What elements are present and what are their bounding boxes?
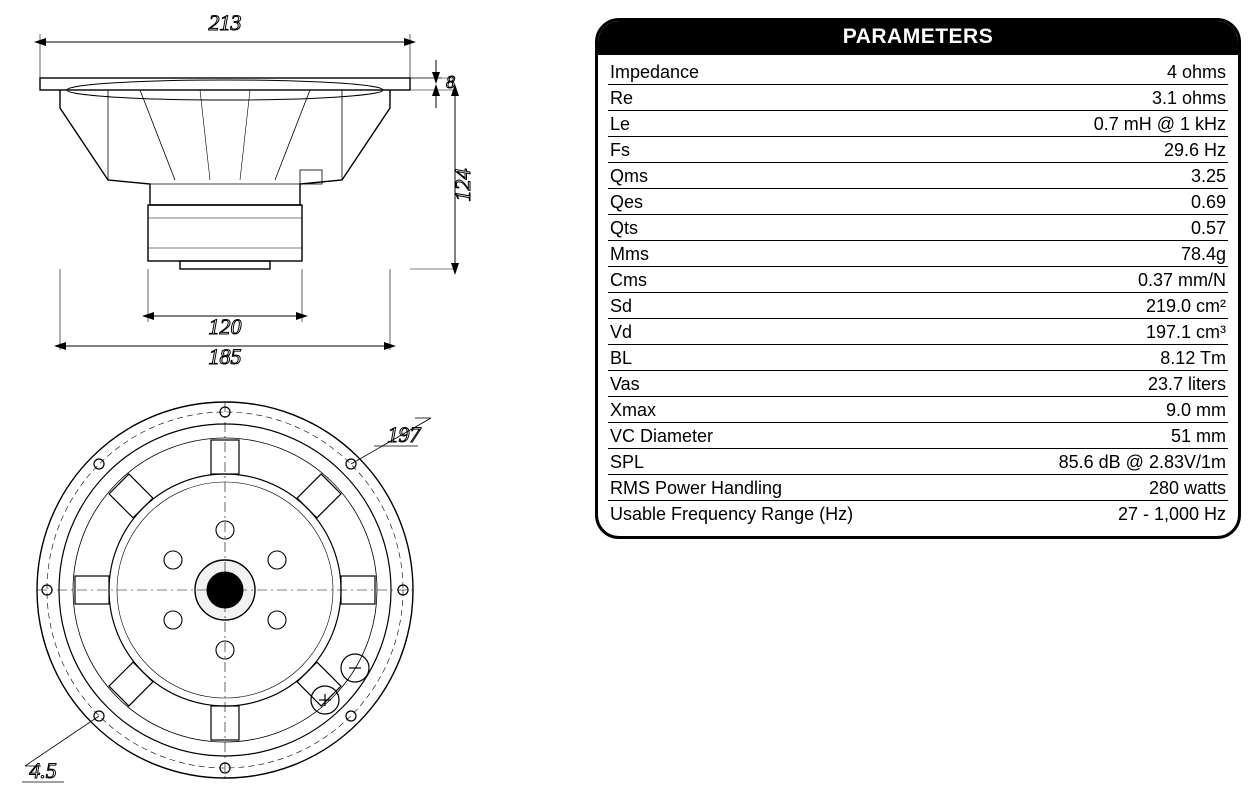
parameter-label: Vas	[610, 374, 640, 395]
parameter-value: 3.1 ohms	[1152, 88, 1226, 109]
parameter-label: RMS Power Handling	[610, 478, 782, 499]
parameter-label: Sd	[610, 296, 632, 317]
parameter-label: Xmax	[610, 400, 656, 421]
parameter-value: 23.7 liters	[1148, 374, 1226, 395]
parameters-body: Impedance 4 ohms Re 3.1 ohms Le 0.7 mH @ 1 kH…	[598, 55, 1238, 536]
back-view: 197 4.5	[22, 402, 431, 783]
parameters-title: PARAMETERS	[598, 21, 1238, 55]
side-view: 213 8 124 120 185	[40, 10, 475, 369]
parameter-row: Usable Frequency Range (Hz) 27 - 1,000 Hz	[608, 501, 1228, 526]
parameter-value: 4 ohms	[1167, 62, 1226, 83]
parameter-value: 85.6 dB @ 2.83V/1m	[1059, 452, 1226, 473]
parameter-value: 0.37 mm/N	[1138, 270, 1226, 291]
parameter-value: 197.1 cm³	[1146, 322, 1226, 343]
parameter-row: Fs 29.6 Hz	[608, 137, 1228, 163]
parameter-value: 3.25	[1191, 166, 1226, 187]
dim-hole-diameter: 4.5	[29, 758, 57, 783]
dim-overall-height: 124	[450, 169, 475, 202]
parameter-row: Impedance 4 ohms	[608, 59, 1228, 85]
parameter-label: Fs	[610, 140, 630, 161]
dim-cutout-width: 185	[209, 344, 242, 369]
parameter-value: 0.7 mH @ 1 kHz	[1094, 114, 1226, 135]
parameter-row: Mms 78.4g	[608, 241, 1228, 267]
parameter-row: Cms 0.37 mm/N	[608, 267, 1228, 293]
parameter-label: Qms	[610, 166, 648, 187]
dim-flange-thickness: 8	[446, 72, 455, 92]
parameter-value: 9.0 mm	[1166, 400, 1226, 421]
parameter-row: Xmax 9.0 mm	[608, 397, 1228, 423]
parameter-value: 8.12 Tm	[1160, 348, 1226, 369]
parameter-label: Le	[610, 114, 630, 135]
parameter-value: 51 mm	[1171, 426, 1226, 447]
parameter-row: Vd 197.1 cm³	[608, 319, 1228, 345]
dim-bolt-circle: 197	[388, 422, 422, 447]
parameter-value: 280 watts	[1149, 478, 1226, 499]
parameter-value: 27 - 1,000 Hz	[1118, 504, 1226, 525]
parameter-row: Qms 3.25	[608, 163, 1228, 189]
parameter-label: Mms	[610, 244, 649, 265]
parameter-row: RMS Power Handling 280 watts	[608, 475, 1228, 501]
parameter-row: Sd 219.0 cm²	[608, 293, 1228, 319]
parameter-label: Usable Frequency Range (Hz)	[610, 504, 853, 525]
parameter-label: Cms	[610, 270, 647, 291]
datasheet-page: 213 8 124 120 185	[0, 0, 1248, 799]
parameter-row: BL 8.12 Tm	[608, 345, 1228, 371]
parameter-row: Vas 23.7 liters	[608, 371, 1228, 397]
parameter-value: 78.4g	[1181, 244, 1226, 265]
parameter-label: Qts	[610, 218, 638, 239]
dim-magnet-width: 120	[209, 314, 242, 339]
parameter-label: SPL	[610, 452, 644, 473]
dim-overall-width: 213	[209, 10, 242, 35]
parameter-label: Qes	[610, 192, 643, 213]
parameter-value: 0.57	[1191, 218, 1226, 239]
parameters-panel: PARAMETERS Impedance 4 ohms Re 3.1 ohms Le 0.…	[595, 18, 1241, 539]
parameter-label: BL	[610, 348, 632, 369]
parameter-row: Re 3.1 ohms	[608, 85, 1228, 111]
parameter-value: 0.69	[1191, 192, 1226, 213]
parameter-value: 29.6 Hz	[1164, 140, 1226, 161]
parameter-row: Qts 0.57	[608, 215, 1228, 241]
mechanical-drawings: 213 8 124 120 185	[0, 0, 500, 799]
parameter-value: 219.0 cm²	[1146, 296, 1226, 317]
parameter-label: Re	[610, 88, 633, 109]
parameter-row: Le 0.7 mH @ 1 kHz	[608, 111, 1228, 137]
parameter-label: Vd	[610, 322, 632, 343]
parameter-row: Qes 0.69	[608, 189, 1228, 215]
parameter-label: VC Diameter	[610, 426, 713, 447]
parameter-row: VC Diameter 51 mm	[608, 423, 1228, 449]
parameter-label: Impedance	[610, 62, 699, 83]
parameter-row: SPL 85.6 dB @ 2.83V/1m	[608, 449, 1228, 475]
